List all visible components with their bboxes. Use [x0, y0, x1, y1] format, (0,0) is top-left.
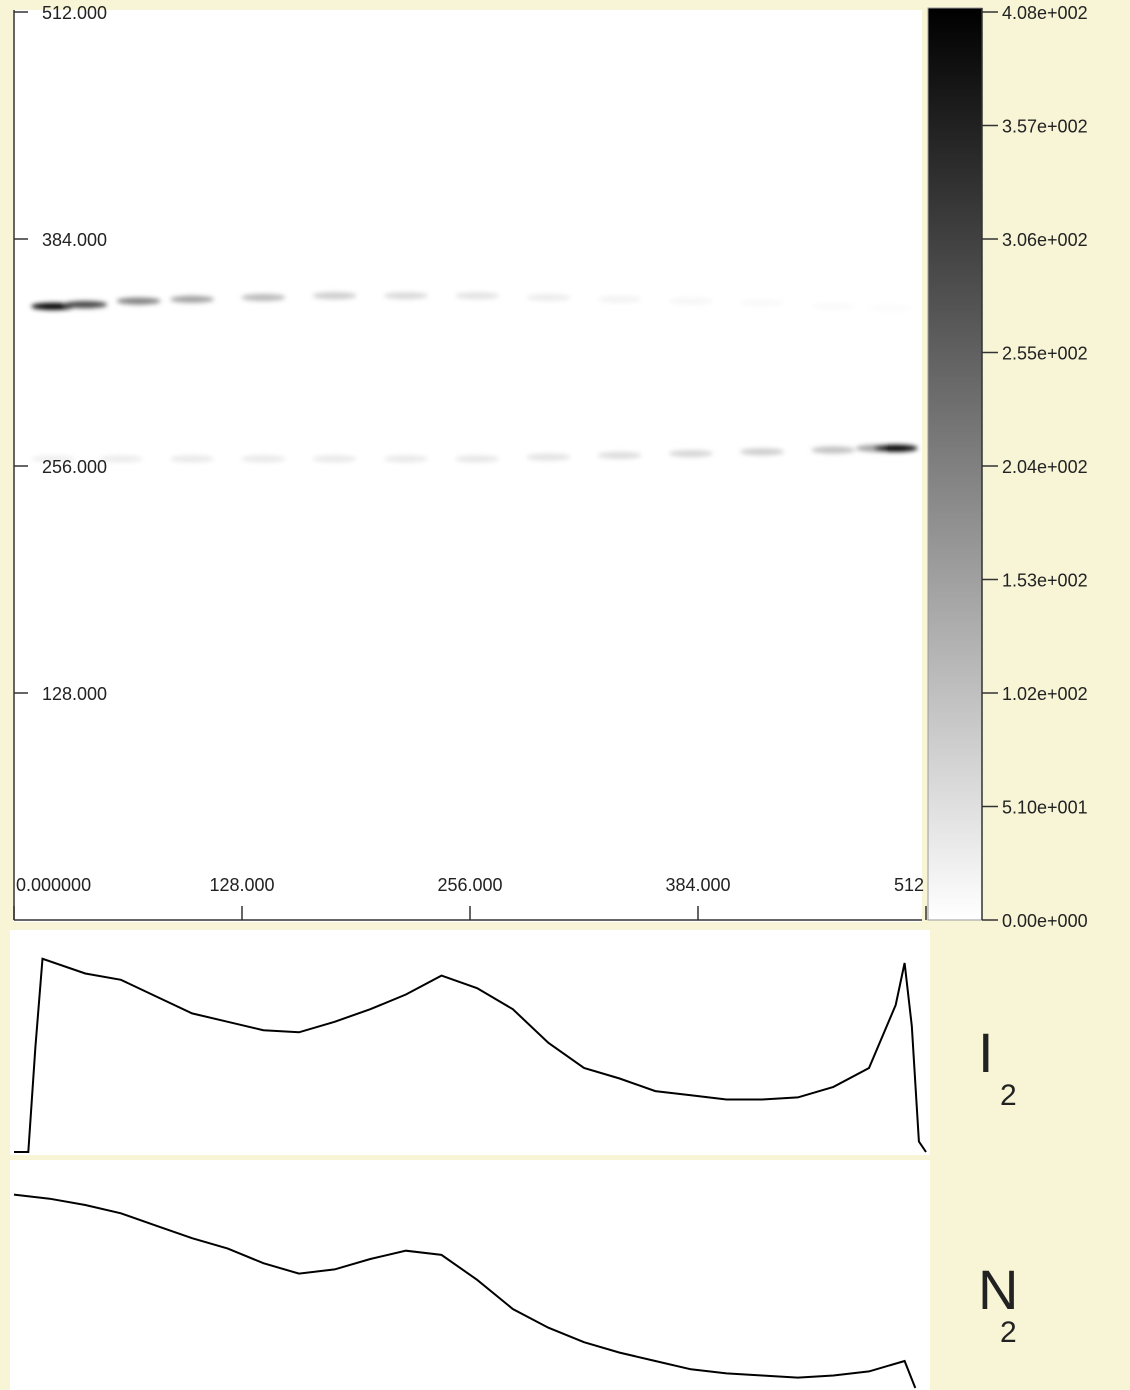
profile-label-subscript: 2	[1000, 1316, 1017, 1349]
streak-point	[597, 451, 642, 459]
x-tick-label: 256.000	[437, 875, 502, 895]
streak-point	[170, 455, 215, 463]
colorbar-tick-label: 1.53e+002	[1002, 570, 1088, 590]
y-tick-label: 256.000	[42, 457, 107, 477]
streak-point	[241, 294, 286, 302]
streak-point	[597, 295, 642, 303]
x-tick-label: 384.000	[665, 875, 730, 895]
streak-point	[241, 455, 286, 463]
streak-point	[63, 301, 108, 309]
y-tick-label: 512.000	[42, 3, 107, 23]
streak-point	[668, 297, 713, 305]
streak-point	[31, 455, 76, 463]
colorbar-tick-label: 1.02e+002	[1002, 684, 1088, 704]
streak-point	[526, 294, 571, 302]
x-tick-label: 512	[894, 875, 924, 895]
profile-panel	[10, 930, 930, 1155]
colorbar	[927, 7, 983, 921]
streak-point	[873, 444, 918, 452]
streak-point	[526, 453, 571, 461]
profile-label: N	[978, 1258, 1018, 1321]
y-tick-label: 384.000	[42, 230, 107, 250]
streak-point	[811, 446, 856, 454]
streak-point	[383, 292, 428, 300]
profile-line	[13, 1193, 917, 1389]
streak-point	[455, 292, 500, 300]
streak-point	[98, 455, 143, 463]
streak-point	[740, 448, 785, 456]
streak-point	[455, 455, 500, 463]
streak-point	[383, 455, 428, 463]
streak-point	[170, 295, 215, 303]
streak-point	[668, 450, 713, 458]
streak-point	[811, 302, 856, 310]
streak-point	[116, 297, 161, 305]
profile-label-subscript: 2	[1000, 1079, 1017, 1112]
colorbar-tick-label: 3.57e+002	[1002, 116, 1088, 136]
x-tick-label: 0.000000	[16, 875, 91, 895]
colorbar-tick-label: 0.00e+000	[1002, 911, 1088, 931]
colorbar-tick-label: 2.04e+002	[1002, 457, 1088, 477]
streak-point	[312, 292, 357, 300]
streak-point	[740, 299, 785, 307]
colorbar-tick-label: 4.08e+002	[1002, 3, 1088, 23]
colorbar-tick-label: 3.06e+002	[1002, 230, 1088, 250]
x-tick-label: 128.000	[209, 875, 274, 895]
y-tick-label: 128.000	[42, 684, 107, 704]
colorbar-tick-label: 2.55e+002	[1002, 343, 1088, 363]
streak-point	[312, 455, 357, 463]
streaks	[31, 292, 918, 463]
profile-line	[14, 957, 927, 1153]
colorbar-tick-label: 5.10e+001	[1002, 797, 1088, 817]
streak-point	[868, 304, 913, 312]
profile-label: I	[978, 1021, 994, 1084]
image-area	[14, 10, 922, 922]
